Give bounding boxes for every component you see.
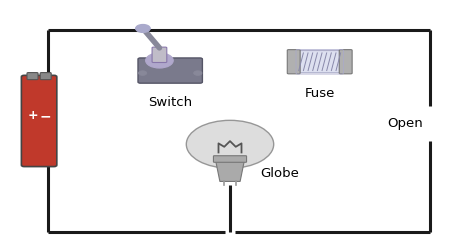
Text: Switch: Switch xyxy=(148,96,192,109)
FancyBboxPatch shape xyxy=(22,75,57,167)
FancyBboxPatch shape xyxy=(286,50,299,74)
Text: Fuse: Fuse xyxy=(304,87,334,100)
Text: Globe: Globe xyxy=(259,167,298,180)
FancyBboxPatch shape xyxy=(339,50,352,74)
FancyBboxPatch shape xyxy=(138,58,202,83)
Circle shape xyxy=(193,71,202,75)
Circle shape xyxy=(135,24,150,33)
Circle shape xyxy=(138,71,146,75)
Circle shape xyxy=(146,53,173,68)
FancyBboxPatch shape xyxy=(213,156,246,162)
Text: +: + xyxy=(27,109,38,122)
Polygon shape xyxy=(215,159,244,181)
FancyBboxPatch shape xyxy=(296,51,342,73)
FancyBboxPatch shape xyxy=(40,73,51,80)
FancyBboxPatch shape xyxy=(27,73,38,80)
Circle shape xyxy=(186,120,273,168)
Text: Open: Open xyxy=(386,117,422,130)
Text: −: − xyxy=(40,109,51,123)
FancyBboxPatch shape xyxy=(152,47,167,62)
